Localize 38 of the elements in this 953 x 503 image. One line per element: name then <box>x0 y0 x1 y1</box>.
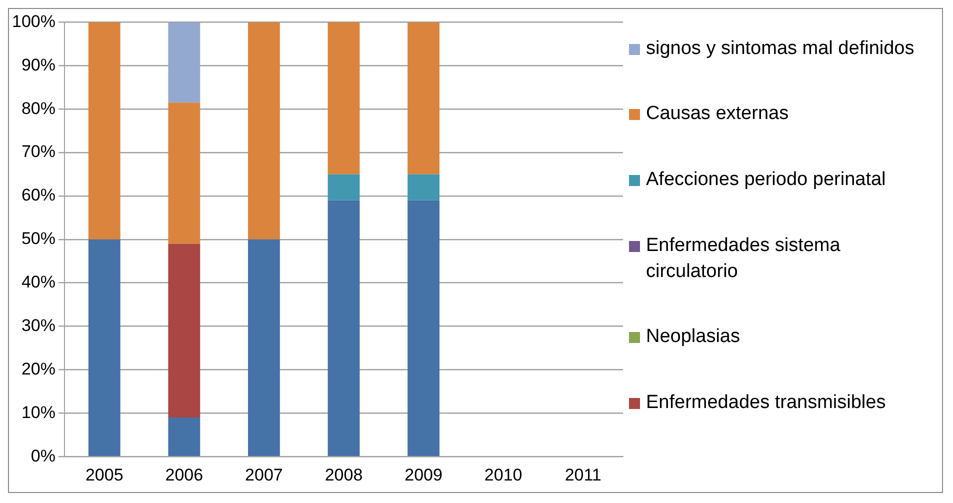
bar <box>408 200 440 456</box>
bar <box>168 418 200 456</box>
y-tick-label: 0% <box>30 446 56 466</box>
x-tick-label: 2010 <box>484 465 522 484</box>
y-tick-label: 60% <box>21 186 56 205</box>
bar <box>168 102 200 244</box>
bar <box>248 22 280 240</box>
y-tick-label: 70% <box>21 142 56 162</box>
y-tick-label: 40% <box>21 272 56 292</box>
y-tick-label: 10% <box>21 402 56 422</box>
bar <box>408 174 440 200</box>
bar <box>88 239 120 456</box>
x-tick-label: 2011 <box>564 465 602 484</box>
bar <box>168 22 200 103</box>
legend-label: Enfermedades transmisibles <box>646 391 886 416</box>
y-tick-label: 20% <box>21 359 56 378</box>
legend-label: Afecciones periodo perinatal <box>646 168 886 192</box>
y-tick-label: 30% <box>21 316 56 335</box>
x-tick-label: 2005 <box>85 465 124 484</box>
legend-label: Causas externas <box>646 102 789 126</box>
y-tick-label: 50% <box>21 229 56 248</box>
bar <box>88 22 120 240</box>
y-tick-label: 80% <box>21 98 56 118</box>
y-tick-label: 90% <box>21 55 56 74</box>
bar <box>248 239 280 456</box>
legend-label: Neoplasias <box>646 325 740 350</box>
legend-label: Enfermedades sistema circulatorio <box>646 234 842 284</box>
legend-label: signos y sintomas mal definidos <box>646 36 914 61</box>
bar <box>408 22 440 174</box>
x-tick-label: 2007 <box>245 465 283 484</box>
bar <box>328 22 360 174</box>
bar <box>328 200 360 456</box>
x-tick-label: 2009 <box>404 465 442 484</box>
x-tick-label: 2006 <box>165 465 204 484</box>
bar <box>168 244 200 418</box>
y-tick-label: 100% <box>12 12 56 31</box>
x-tick-label: 2008 <box>324 465 363 484</box>
bar <box>328 174 360 200</box>
